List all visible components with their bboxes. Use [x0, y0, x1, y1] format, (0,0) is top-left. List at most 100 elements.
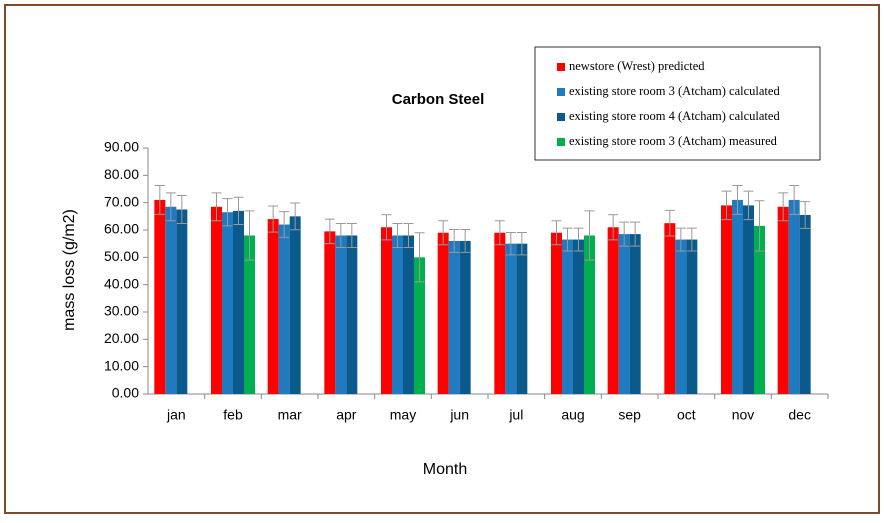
bar — [732, 199, 743, 394]
legend-label: existing store room 3 (Atcham) measured — [569, 134, 778, 148]
legend-swatch — [557, 113, 565, 121]
bar — [437, 232, 449, 394]
error-bar — [211, 192, 222, 222]
bar — [222, 212, 233, 394]
bar — [335, 235, 347, 394]
bar — [629, 234, 641, 394]
bar — [414, 257, 425, 394]
y-axis-label: mass loss (g/m2) — [61, 209, 78, 331]
error-bar — [279, 211, 290, 238]
error-bar — [346, 222, 357, 248]
x-tick-label: sep — [618, 407, 641, 423]
x-tick-label: jan — [166, 407, 186, 423]
y-tick-label: 40.00 — [104, 275, 139, 291]
error-bar — [789, 184, 800, 215]
bar — [562, 239, 573, 394]
bar — [278, 224, 290, 394]
y-tick-label: 20.00 — [104, 330, 139, 346]
x-tick-label: feb — [223, 407, 243, 423]
error-bar — [392, 222, 403, 248]
bar — [381, 227, 392, 394]
bar — [573, 239, 584, 394]
bar — [244, 235, 255, 394]
error-bar — [754, 200, 765, 252]
bar — [584, 235, 595, 394]
error-bar — [743, 190, 754, 221]
error-bar — [244, 210, 255, 261]
legend-swatch — [557, 138, 565, 146]
error-bar — [268, 205, 279, 233]
bar — [777, 206, 789, 394]
error-bar — [573, 227, 584, 252]
y-tick-label: 90.00 — [104, 139, 139, 155]
x-tick-label: dec — [788, 407, 811, 423]
bar — [618, 234, 630, 394]
x-axis-label: Month — [423, 461, 467, 478]
chart-title: Carbon Steel — [392, 91, 485, 108]
error-bar — [176, 195, 187, 224]
error-bar — [516, 231, 527, 256]
bar — [289, 216, 301, 394]
error-bar — [675, 227, 686, 252]
y-tick-label: 70.00 — [104, 193, 139, 209]
y-tick-label: 30.00 — [104, 303, 139, 319]
bar — [324, 231, 336, 394]
bar — [551, 232, 562, 394]
error-bar — [619, 221, 630, 247]
y-tick-label: 10.00 — [104, 357, 139, 373]
legend-label: newstore (Wrest) predicted — [569, 59, 705, 73]
error-bar — [608, 214, 619, 241]
error-bar — [778, 192, 789, 222]
x-tick-label: jun — [449, 407, 469, 423]
y-tick-label: 50.00 — [104, 248, 139, 264]
error-bar — [721, 190, 732, 221]
y-tick-label: 80.00 — [104, 166, 139, 182]
error-bar — [154, 184, 165, 215]
error-bar — [222, 198, 233, 227]
error-bar — [414, 232, 425, 283]
bar — [233, 210, 244, 394]
bar — [721, 205, 732, 394]
bar — [403, 235, 414, 394]
bar — [516, 243, 528, 394]
x-tick-label: nov — [732, 407, 755, 423]
y-tick-label: 60.00 — [104, 221, 139, 237]
error-bar — [732, 184, 743, 215]
bar — [754, 225, 765, 394]
x-tick-label: apr — [336, 407, 357, 423]
y-tick-label: 0.00 — [112, 385, 139, 401]
bar — [788, 199, 800, 394]
bar — [448, 240, 460, 394]
error-bar — [438, 220, 449, 246]
error-bar — [324, 218, 335, 245]
error-bar — [800, 201, 811, 229]
error-bar — [381, 214, 392, 241]
legend-swatch — [557, 63, 565, 71]
error-bar — [403, 222, 414, 248]
bar — [686, 239, 698, 394]
x-tick-label: oct — [677, 407, 696, 423]
legend-label: existing store room 4 (Atcham) calculate… — [569, 109, 780, 123]
x-tick-label: may — [390, 407, 416, 423]
x-tick-label: jul — [508, 407, 523, 423]
error-bar — [505, 231, 516, 256]
bar — [267, 219, 279, 394]
legend-box — [534, 46, 821, 161]
error-bar — [165, 192, 176, 222]
error-bar — [584, 210, 595, 261]
bar — [505, 243, 517, 394]
bar — [165, 206, 177, 394]
legend-swatch — [557, 88, 565, 96]
error-bar — [562, 227, 573, 252]
error-bar — [290, 202, 301, 231]
bar — [211, 206, 222, 394]
bar — [799, 214, 811, 394]
error-bar — [460, 228, 471, 253]
error-bar — [630, 221, 641, 247]
bar — [154, 199, 166, 394]
legend-label: existing store room 3 (Atcham) calculate… — [569, 84, 780, 98]
bar — [176, 209, 188, 394]
bar — [675, 239, 687, 394]
x-tick-label: aug — [561, 407, 584, 423]
